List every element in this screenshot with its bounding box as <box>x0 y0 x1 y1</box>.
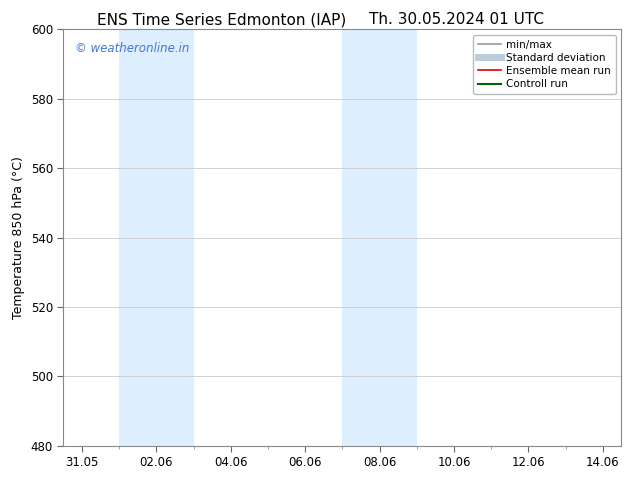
Bar <box>342 29 417 446</box>
Legend: min/max, Standard deviation, Ensemble mean run, Controll run: min/max, Standard deviation, Ensemble me… <box>473 35 616 95</box>
Y-axis label: Temperature 850 hPa (°C): Temperature 850 hPa (°C) <box>12 156 25 319</box>
Text: Th. 30.05.2024 01 UTC: Th. 30.05.2024 01 UTC <box>369 12 544 27</box>
Text: © weatheronline.in: © weatheronline.in <box>75 42 189 55</box>
Text: ENS Time Series Edmonton (IAP): ENS Time Series Edmonton (IAP) <box>97 12 347 27</box>
Bar <box>119 29 193 446</box>
